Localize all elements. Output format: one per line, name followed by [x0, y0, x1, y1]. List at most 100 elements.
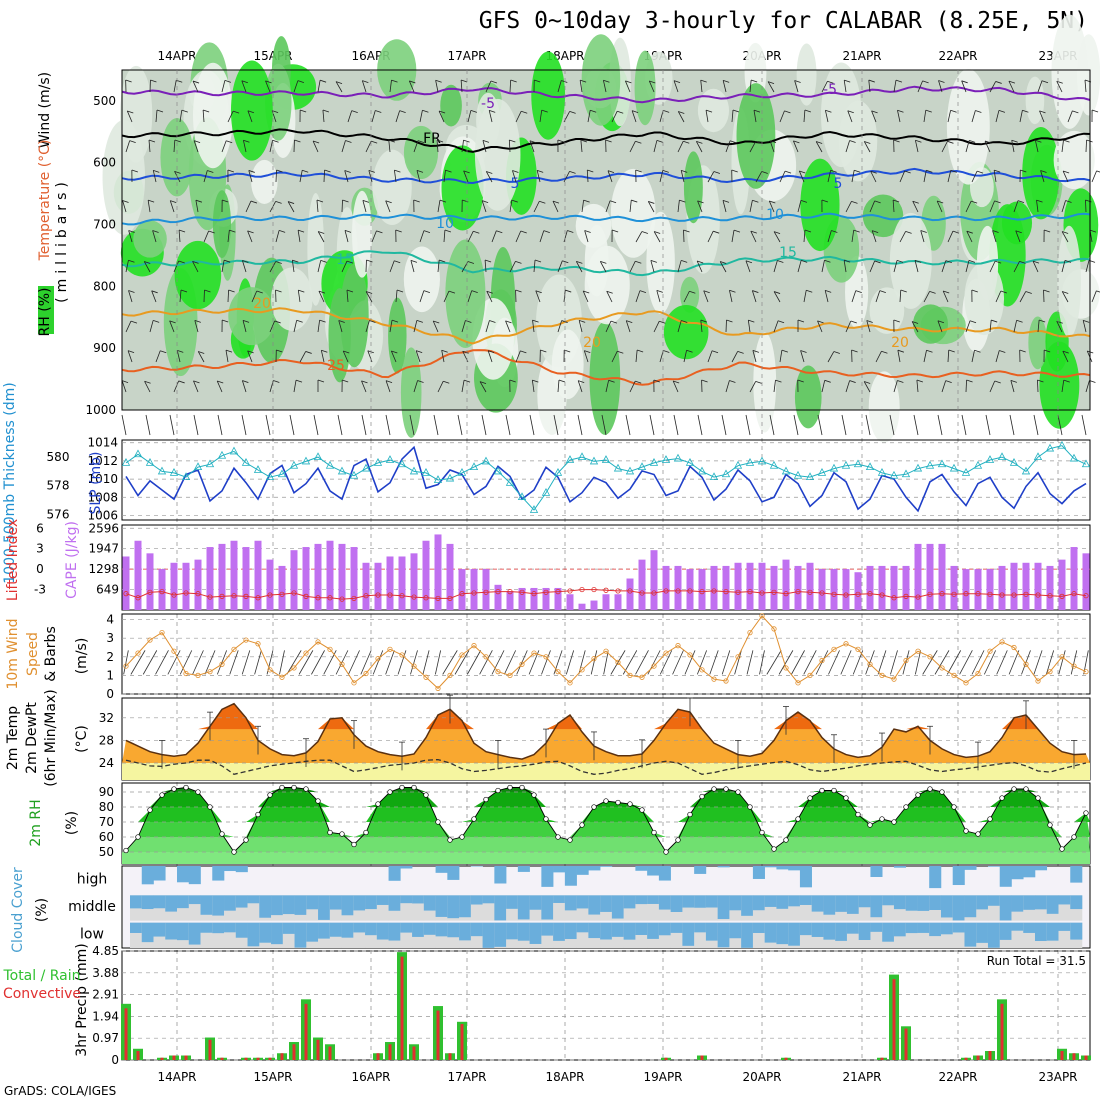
- surface-barb: [937, 414, 943, 436]
- cloud-fill: [541, 895, 554, 920]
- surface-barb: [1057, 414, 1063, 436]
- surface-wind-barb: [123, 650, 129, 675]
- thickness-point: [133, 449, 143, 458]
- cloud-fill: [882, 895, 895, 906]
- li-point: [267, 592, 273, 598]
- cloud-fill: [271, 895, 284, 916]
- wind-barb: [509, 79, 512, 93]
- wind-barb-flag: [292, 259, 299, 263]
- wind-barb-flag: [773, 231, 781, 234]
- wind-barb-flag: [463, 170, 470, 174]
- wind-barb-flag: [399, 110, 406, 113]
- rh-point: [855, 811, 861, 818]
- thickness-axis-label: 1000-500mb Thickness (dm): [2, 382, 18, 583]
- precip-tick: 2.91: [92, 988, 119, 1002]
- rh-point: [303, 786, 309, 792]
- wind-barb-flag: [587, 169, 594, 173]
- rh-point: [423, 792, 429, 798]
- wind-barb: [971, 110, 976, 123]
- wind-barb-flag: [817, 320, 824, 324]
- wind-barb-flag: [626, 320, 633, 323]
- wind-barb: [563, 230, 568, 243]
- cloud-fill: [165, 922, 178, 940]
- thickness-point: [937, 459, 947, 468]
- wind-speed-point: [483, 654, 489, 660]
- cloud-fill: [1070, 922, 1083, 940]
- wind-speed-point: [1059, 654, 1065, 660]
- thickness-point: [781, 466, 791, 475]
- thickness-point: [181, 472, 191, 481]
- wind-barb-flag: [169, 320, 176, 324]
- surface-wind-barb: [709, 650, 719, 675]
- wind-barb-flag: [853, 229, 860, 233]
- wind-barb: [487, 350, 493, 363]
- precip-convective-bar: [1084, 1055, 1088, 1060]
- wind-barb: [416, 170, 421, 183]
- li-point: [135, 595, 141, 601]
- wind-barb: [557, 260, 563, 273]
- thickness-point: [565, 455, 575, 463]
- wind-barb-flag: [911, 321, 919, 324]
- rh-cell: [794, 365, 822, 429]
- cloud-fill: [952, 922, 965, 933]
- wind-barb: [1013, 261, 1020, 273]
- precip-convective-bar: [700, 1055, 704, 1060]
- wind-barb-flag: [410, 260, 418, 263]
- li-point: [519, 589, 525, 595]
- cloud-fill: [670, 922, 683, 933]
- wind-barb: [700, 320, 703, 333]
- surface-barb: [409, 414, 415, 436]
- surface-barb: [385, 414, 391, 436]
- thickness-point: [493, 466, 503, 475]
- cloud-fill: [353, 895, 366, 911]
- cloud-cell: [564, 866, 577, 886]
- wind-barb-flag: [580, 139, 587, 143]
- li-point: [651, 590, 657, 596]
- wind-barb-flag: [1000, 290, 1007, 294]
- isotherm-line: [121, 167, 1091, 185]
- wind-speed-point: [423, 674, 429, 680]
- li-point: [615, 588, 621, 594]
- rh-point: [495, 787, 501, 794]
- cloud-fill: [635, 922, 648, 935]
- isotherm-label: 15: [779, 245, 797, 261]
- surface-barb: [433, 414, 439, 436]
- wind-speed-point: [819, 657, 825, 664]
- cloud-fill: [459, 895, 472, 918]
- wind-barb-flag: [976, 170, 984, 174]
- temp-tick: 24: [99, 756, 114, 770]
- wind-barb-flag: [562, 260, 569, 264]
- wind-speed-point: [375, 656, 381, 662]
- wind-barb: [1061, 200, 1066, 213]
- surface-wind-barb: [721, 650, 731, 675]
- cloud-cell: [188, 866, 201, 885]
- wind-speed-point: [183, 670, 189, 677]
- wind-barb: [1085, 199, 1087, 213]
- wind-barb-flag: [804, 229, 812, 233]
- wind-barb: [361, 80, 367, 93]
- wind-barb: [937, 320, 943, 333]
- rh-cell: [1001, 201, 1033, 245]
- thickness-point: [553, 468, 563, 476]
- wind-barb-flag: [590, 109, 597, 113]
- cloud-fill: [858, 922, 871, 940]
- wind-barb-flag: [248, 170, 255, 173]
- cloud-fill: [259, 895, 272, 918]
- wind-barb-flag: [993, 169, 1001, 173]
- rh-cell: [869, 287, 905, 334]
- rh-point: [699, 793, 705, 800]
- rh-point: [255, 811, 261, 818]
- wind-barb: [825, 110, 829, 123]
- wind-barb: [297, 230, 301, 243]
- wind-barb: [1082, 320, 1087, 333]
- wind-barb-flag: [243, 139, 250, 143]
- wind-barb-flag: [535, 290, 542, 294]
- wind-barb-flag: [423, 290, 431, 294]
- wind-barb-flag: [178, 229, 186, 233]
- cloud-fill: [611, 922, 624, 937]
- surface-wind-barb: [983, 650, 997, 675]
- thickness-point: [733, 460, 743, 469]
- wind-barb-flag: [635, 140, 642, 144]
- wind-speed-point: [843, 641, 849, 647]
- thickness-point: [505, 478, 515, 486]
